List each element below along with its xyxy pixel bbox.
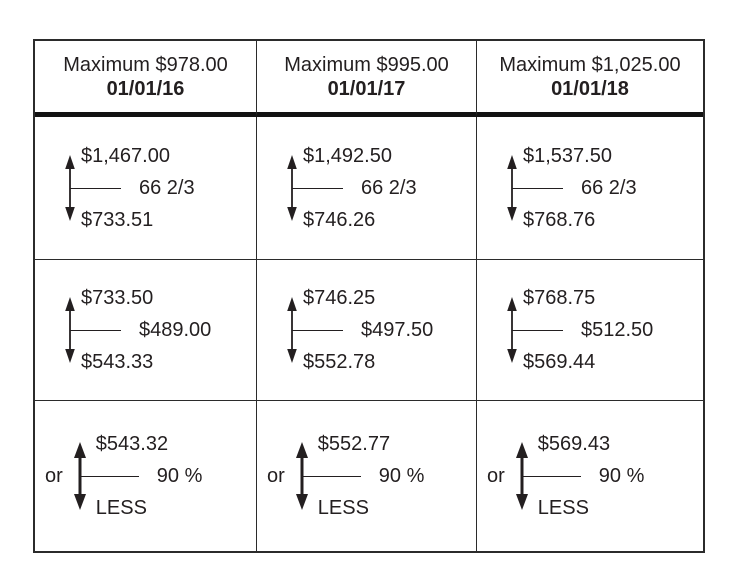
header-col3: Maximum $1,025.00 01/01/18 xyxy=(477,41,703,117)
or-label: or xyxy=(45,464,63,487)
cell-r1c1: $1,467.00 66 2/3 $733.51 xyxy=(35,117,257,260)
lower-limit-value: $768.76 xyxy=(523,209,596,231)
connector-line xyxy=(79,475,139,477)
rate-value: 90 % xyxy=(156,464,203,487)
diagram-labels: $543.32 90 % LESS xyxy=(79,428,203,524)
upper-limit-value: $543.32 xyxy=(95,433,169,455)
range-diagram: $1,467.00 66 2/3 $733.51 xyxy=(35,140,195,236)
upper-limit-value: $569.43 xyxy=(537,433,611,455)
cell-r1c2: $1,492.50 66 2/3 $746.26 xyxy=(257,117,477,260)
cell-r3c1: or $543.32 90 % LESS xyxy=(35,401,257,551)
max-amount: Maximum $1,025.00 xyxy=(499,53,681,76)
upper-limit-value: $768.75 xyxy=(523,287,596,309)
or-label: or xyxy=(267,464,285,487)
lower-limit-value: LESS xyxy=(317,497,369,519)
range-diagram: or $543.32 90 % LESS xyxy=(35,428,202,524)
diagram-labels: $1,537.50 66 2/3 $768.76 xyxy=(512,140,637,236)
upper-limit-value: $1,467.00 xyxy=(81,145,170,167)
upper-limit-value: $552.77 xyxy=(317,433,391,455)
max-amount: Maximum $995.00 xyxy=(284,53,449,76)
rate-value: $489.00 xyxy=(139,318,212,341)
lower-limit-value: $569.44 xyxy=(523,351,596,373)
range-diagram: $768.75 $512.50 $569.44 xyxy=(477,282,653,378)
rate-value: $497.50 xyxy=(361,318,434,341)
range-diagram: $733.50 $489.00 $543.33 xyxy=(35,282,211,378)
diagram-labels: $569.43 90 % LESS xyxy=(521,428,645,524)
rate-value: 66 2/3 xyxy=(139,176,195,199)
lower-limit-value: $733.51 xyxy=(81,209,154,231)
lower-limit-value: $552.78 xyxy=(303,351,376,373)
lower-limit-value: LESS xyxy=(95,497,147,519)
rate-value: 66 2/3 xyxy=(581,176,637,199)
range-diagram: $746.25 $497.50 $552.78 xyxy=(257,282,433,378)
cell-r3c3: or $569.43 90 % LESS xyxy=(477,401,703,551)
lower-limit-value: $543.33 xyxy=(81,351,154,373)
connector-line xyxy=(301,475,361,477)
diagram-labels: $733.50 $489.00 $543.33 xyxy=(70,282,211,378)
range-diagram: $1,537.50 66 2/3 $768.76 xyxy=(477,140,637,236)
max-amount: Maximum $978.00 xyxy=(63,53,228,76)
rate-value: 90 % xyxy=(598,464,645,487)
upper-limit-value: $1,537.50 xyxy=(523,145,612,167)
lower-limit-value: $746.26 xyxy=(303,209,376,231)
header-col2: Maximum $995.00 01/01/17 xyxy=(257,41,477,117)
lower-limit-value: LESS xyxy=(537,497,589,519)
rate-value: 90 % xyxy=(378,464,425,487)
cell-r2c1: $733.50 $489.00 $543.33 xyxy=(35,260,257,401)
cell-r3c2: or $552.77 90 % LESS xyxy=(257,401,477,551)
connector-line xyxy=(292,329,343,331)
cell-r2c2: $746.25 $497.50 $552.78 xyxy=(257,260,477,401)
cell-r1c3: $1,537.50 66 2/3 $768.76 xyxy=(477,117,703,260)
diagram-labels: $552.77 90 % LESS xyxy=(301,428,425,524)
upper-limit-value: $746.25 xyxy=(303,287,376,309)
upper-limit-value: $733.50 xyxy=(81,287,154,309)
upper-limit-value: $1,492.50 xyxy=(303,145,392,167)
or-label: or xyxy=(487,464,505,487)
connector-line xyxy=(292,187,343,189)
diagram-labels: $768.75 $512.50 $569.44 xyxy=(512,282,653,378)
diagram-labels: $1,492.50 66 2/3 $746.26 xyxy=(292,140,417,236)
effective-date: 01/01/16 xyxy=(106,77,185,100)
header-col1: Maximum $978.00 01/01/16 xyxy=(35,41,257,117)
connector-line xyxy=(512,329,563,331)
effective-date: 01/01/18 xyxy=(551,77,629,100)
rate-value: 66 2/3 xyxy=(361,176,417,199)
range-diagram: or $569.43 90 % LESS xyxy=(477,428,644,524)
diagram-labels: $1,467.00 66 2/3 $733.51 xyxy=(70,140,195,236)
connector-line xyxy=(70,329,121,331)
connector-line xyxy=(512,187,563,189)
connector-line xyxy=(70,187,121,189)
benefit-rate-table: Maximum $978.00 01/01/16 Maximum $995.00… xyxy=(33,39,705,553)
range-diagram: $1,492.50 66 2/3 $746.26 xyxy=(257,140,417,236)
rate-value: $512.50 xyxy=(581,318,654,341)
effective-date: 01/01/17 xyxy=(327,77,406,100)
cell-r2c3: $768.75 $512.50 $569.44 xyxy=(477,260,703,401)
range-diagram: or $552.77 90 % LESS xyxy=(257,428,424,524)
connector-line xyxy=(521,475,581,477)
diagram-labels: $746.25 $497.50 $552.78 xyxy=(292,282,433,378)
